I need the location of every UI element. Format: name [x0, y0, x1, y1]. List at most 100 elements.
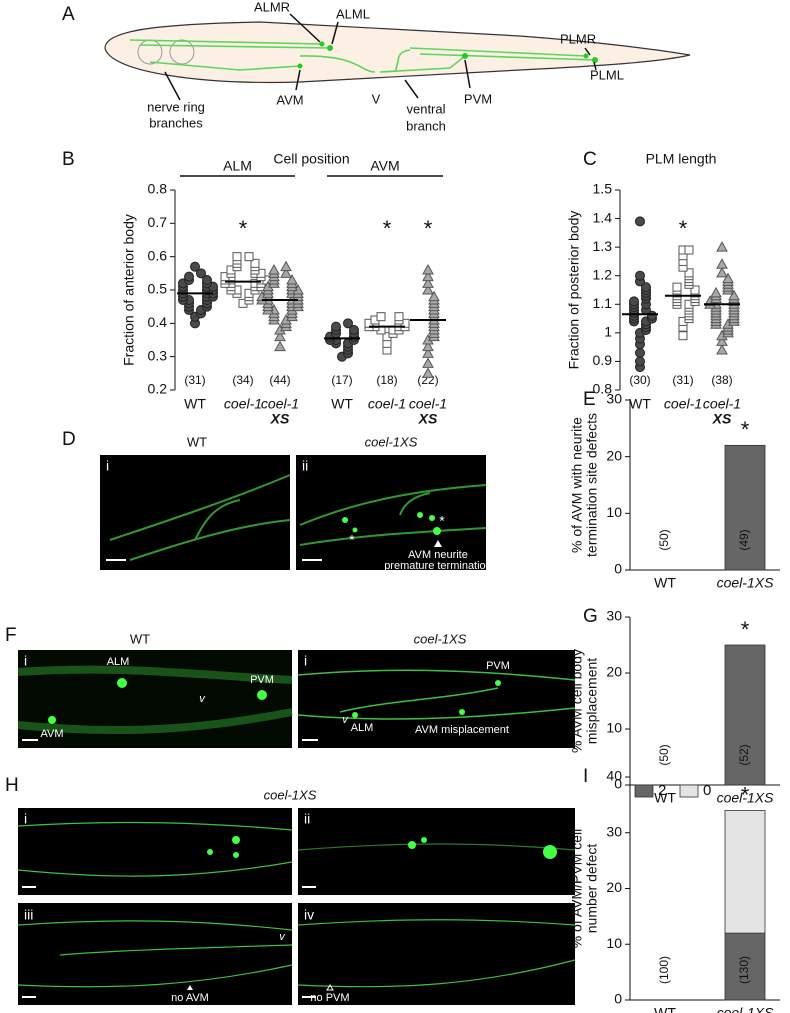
annotation: PVM	[250, 674, 274, 686]
annotation: v	[199, 693, 206, 705]
n-label: (50)	[657, 744, 671, 765]
x-tick-label: coel-1XS	[717, 1005, 774, 1013]
point	[280, 260, 292, 272]
label: branch	[406, 118, 446, 133]
panel-letter: E	[583, 389, 596, 410]
significance: *	[383, 216, 392, 241]
point	[422, 270, 434, 282]
x-tick-label: WT	[654, 1005, 676, 1013]
y-tick-label: 1.4	[593, 209, 613, 225]
significance: *	[741, 417, 750, 442]
x-tick-label: WT	[629, 396, 651, 412]
significance: *	[239, 216, 248, 241]
point	[232, 252, 242, 262]
image-title: WT	[130, 631, 150, 646]
point	[190, 261, 200, 272]
x-tick-label: WT	[654, 790, 676, 806]
x-tick-label: coel-1	[261, 396, 299, 412]
micrograph	[296, 455, 486, 570]
chart-title: Cell position	[273, 151, 349, 167]
y-tick-label: 0.2	[148, 381, 168, 397]
worm-diagram: A ALMR ALML PLMR PLML AVM V PVM nerve ri…	[62, 0, 691, 133]
n-label: (100)	[657, 956, 671, 984]
y-tick-label: 40	[606, 768, 622, 784]
n-label: (17)	[331, 373, 352, 387]
point	[268, 263, 280, 275]
point	[635, 270, 645, 281]
y-axis-label: termination site defects	[584, 413, 600, 557]
micrograph	[298, 808, 575, 895]
point	[422, 277, 434, 288]
neurite	[297, 669, 576, 720]
point	[286, 273, 298, 285]
point	[690, 285, 700, 295]
n-label: (52)	[737, 744, 751, 765]
x-tick-label: XS	[712, 411, 732, 427]
y-tick-label: 0.6	[148, 247, 168, 263]
bar	[724, 644, 766, 786]
neurite	[109, 474, 291, 561]
x-tick-label: coel-1	[703, 396, 741, 412]
panel-letter: A	[62, 4, 75, 25]
legend-label: 2	[658, 782, 666, 799]
x-tick-label: XS	[418, 411, 438, 427]
y-tick-label: 1.3	[593, 238, 613, 254]
n-label: (18)	[376, 373, 397, 387]
significance: *	[741, 782, 750, 807]
point	[394, 312, 404, 322]
y-tick-label: 30	[606, 823, 622, 839]
group-label: ALM	[223, 158, 252, 174]
label: nerve ring	[147, 99, 205, 114]
panel-letter: D	[62, 429, 76, 450]
image-title: coel-1XS	[365, 434, 418, 449]
n-label: (31)	[184, 373, 205, 387]
bar	[724, 444, 766, 571]
arrowhead	[187, 985, 193, 990]
panel-letter: B	[62, 149, 75, 170]
chart-title: PLM length	[646, 151, 717, 167]
y-tick-label: 0.5	[148, 281, 168, 297]
y-tick-label: 30	[606, 391, 622, 407]
annotation: *	[439, 513, 445, 529]
image-index: i	[24, 653, 27, 669]
point	[710, 286, 722, 298]
annotation: v	[342, 714, 349, 726]
y-tick-label: 0	[614, 991, 622, 1007]
neurite	[297, 843, 576, 851]
neurite	[299, 484, 487, 546]
legend-swatch	[634, 784, 654, 798]
label: ALML	[336, 6, 370, 21]
arrowhead	[326, 984, 334, 991]
significance: *	[424, 216, 433, 241]
point	[422, 347, 434, 358]
y-tick-label: 1.2	[593, 266, 613, 282]
panel-letter: C	[583, 149, 597, 170]
label: PVM	[464, 91, 492, 106]
cell-bodies	[207, 836, 240, 858]
neurite	[17, 821, 293, 877]
point	[678, 331, 688, 341]
micrograph-panel: H coel-1XS i ii iii iv v no AVM no PVM	[5, 775, 576, 1005]
point	[250, 258, 260, 268]
point	[349, 325, 359, 335]
n-label: (49)	[737, 529, 751, 550]
image-index: ii	[302, 458, 308, 474]
point	[716, 266, 728, 278]
arrowhead	[434, 540, 442, 547]
y-tick-label: 0.8	[148, 181, 168, 197]
y-axis-label: % of AVM/PVM cell	[569, 829, 585, 949]
pointers	[164, 13, 597, 101]
point	[376, 312, 386, 322]
x-tick-label: coel-1	[409, 396, 447, 412]
point	[343, 318, 353, 329]
cell-bodies	[408, 837, 557, 859]
panel-title: coel-1XS	[264, 787, 317, 802]
y-tick-label: 30	[606, 608, 622, 624]
micrograph	[100, 455, 290, 570]
label: branches	[149, 115, 203, 130]
y-tick-label: 10	[606, 720, 622, 736]
micrograph	[298, 903, 575, 1005]
label: ALMR	[254, 0, 290, 14]
neurons	[129, 39, 596, 73]
image-index: i	[24, 811, 27, 827]
